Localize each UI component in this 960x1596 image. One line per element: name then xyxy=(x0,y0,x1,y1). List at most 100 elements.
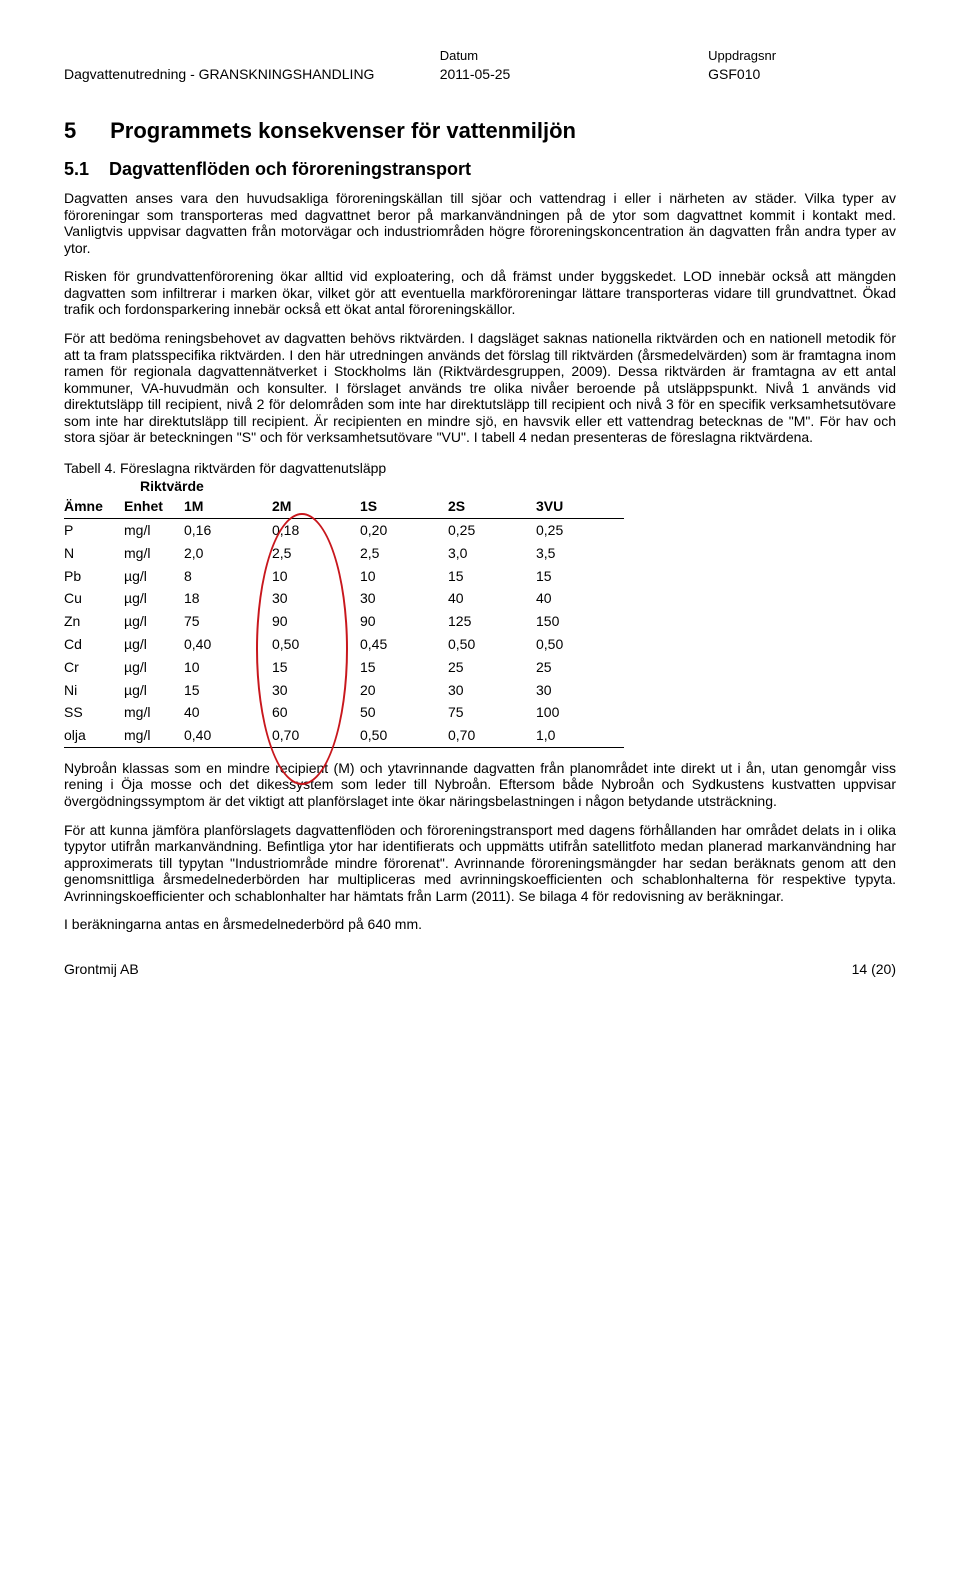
table-row: Znµg/l759090125150 xyxy=(64,610,624,633)
table-cell: 75 xyxy=(448,701,536,724)
table-cell: mg/l xyxy=(124,542,184,565)
table-cell: 10 xyxy=(272,565,360,588)
table-cell: 90 xyxy=(272,610,360,633)
table-row: oljamg/l0,400,700,500,701,0 xyxy=(64,724,624,747)
table-header-cell: 3VU xyxy=(536,495,624,518)
table-cell: 2,5 xyxy=(272,542,360,565)
table-row: Crµg/l1015152525 xyxy=(64,656,624,679)
table-cell: µg/l xyxy=(124,587,184,610)
table-row: Pbµg/l810101515 xyxy=(64,565,624,588)
table-cell: 15 xyxy=(536,565,624,588)
table-cell: 15 xyxy=(272,656,360,679)
table-cell: 0,16 xyxy=(184,518,272,541)
table-header-cell: Enhet xyxy=(124,495,184,518)
table-cell: 0,50 xyxy=(360,724,448,747)
table-cell: SS xyxy=(64,701,124,724)
table-cell: 0,40 xyxy=(184,724,272,747)
table-cell: 30 xyxy=(360,587,448,610)
table-cell: Zn xyxy=(64,610,124,633)
paragraph: För att bedöma reningsbehovet av dagvatt… xyxy=(64,330,896,446)
table-cell: 100 xyxy=(536,701,624,724)
table-cell: 15 xyxy=(360,656,448,679)
table-header-cell: 1M xyxy=(184,495,272,518)
table-cell: 18 xyxy=(184,587,272,610)
table-cell: 25 xyxy=(448,656,536,679)
table-cell: 0,25 xyxy=(536,518,624,541)
table-cell: 10 xyxy=(184,656,272,679)
table-cell: Pb xyxy=(64,565,124,588)
doc-project: GSF010 xyxy=(708,66,896,83)
table-cell: 15 xyxy=(184,679,272,702)
table-cell: 0,18 xyxy=(272,518,360,541)
doc-title: Dagvattenutredning - GRANSKNINGSHANDLING xyxy=(64,66,440,83)
table-cell: 1,0 xyxy=(536,724,624,747)
table-cell: µg/l xyxy=(124,565,184,588)
table-row: Cdµg/l0,400,500,450,500,50 xyxy=(64,633,624,656)
table-cell: 75 xyxy=(184,610,272,633)
table-cell: 0,25 xyxy=(448,518,536,541)
table-cell: 0,50 xyxy=(272,633,360,656)
doc-date: 2011-05-25 xyxy=(440,66,708,83)
riktvarden-table: ÄmneEnhet1M2M1S2S3VU Pmg/l0,160,180,200,… xyxy=(64,495,624,748)
project-label: Uppdragsnr xyxy=(708,48,896,64)
table-cell: 0,40 xyxy=(184,633,272,656)
table-supheader: Riktvärde xyxy=(140,478,896,495)
page-header-labels: Datum Uppdragsnr xyxy=(64,48,896,64)
paragraph: Risken för grundvattenförorening ökar al… xyxy=(64,268,896,318)
table-wrap: ÄmneEnhet1M2M1S2S3VU Pmg/l0,160,180,200,… xyxy=(64,495,684,748)
table-cell: 60 xyxy=(272,701,360,724)
table-row: Cuµg/l1830304040 xyxy=(64,587,624,610)
table-cell: µg/l xyxy=(124,633,184,656)
subsection-heading: 5.1 Dagvattenflöden och föroreningstrans… xyxy=(64,159,896,181)
table-row: Pmg/l0,160,180,200,250,25 xyxy=(64,518,624,541)
subsection-number: 5.1 xyxy=(64,159,104,181)
table-cell: mg/l xyxy=(124,724,184,747)
table-cell: Cu xyxy=(64,587,124,610)
table-cell: mg/l xyxy=(124,701,184,724)
table-cell: 15 xyxy=(448,565,536,588)
table-cell: 50 xyxy=(360,701,448,724)
table-cell: Cr xyxy=(64,656,124,679)
section-title: Programmets konsekvenser för vattenmiljö… xyxy=(110,118,576,143)
table-header-cell: 2M xyxy=(272,495,360,518)
table-cell: 0,70 xyxy=(272,724,360,747)
table-header-cell: Ämne xyxy=(64,495,124,518)
table-cell: P xyxy=(64,518,124,541)
table-cell: 30 xyxy=(448,679,536,702)
table-cell: mg/l xyxy=(124,518,184,541)
table-cell: µg/l xyxy=(124,679,184,702)
table-cell: 3,5 xyxy=(536,542,624,565)
table-cell: 40 xyxy=(448,587,536,610)
table-cell: olja xyxy=(64,724,124,747)
table-cell: 20 xyxy=(360,679,448,702)
table-cell: Ni xyxy=(64,679,124,702)
paragraph: Dagvatten anses vara den huvudsakliga fö… xyxy=(64,190,896,256)
table-cell: 2,0 xyxy=(184,542,272,565)
table-cell: 125 xyxy=(448,610,536,633)
table-header-cell: 2S xyxy=(448,495,536,518)
table-caption: Tabell 4. Föreslagna riktvärden för dagv… xyxy=(64,460,896,477)
footer-page: 14 (20) xyxy=(852,961,896,978)
table-cell: 0,20 xyxy=(360,518,448,541)
page-footer: Grontmij AB 14 (20) xyxy=(64,961,896,978)
table-cell: 150 xyxy=(536,610,624,633)
table-cell: 8 xyxy=(184,565,272,588)
paragraph: Nybroån klassas som en mindre recipient … xyxy=(64,760,896,810)
table-cell: 0,45 xyxy=(360,633,448,656)
table-cell: 2,5 xyxy=(360,542,448,565)
table-cell: 0,50 xyxy=(448,633,536,656)
section-heading: 5 Programmets konsekvenser för vattenmil… xyxy=(64,118,896,144)
table-cell: 30 xyxy=(272,679,360,702)
table-cell: 0,70 xyxy=(448,724,536,747)
table-cell: Cd xyxy=(64,633,124,656)
table-cell: 30 xyxy=(536,679,624,702)
table-cell: N xyxy=(64,542,124,565)
table-row: Nmg/l2,02,52,53,03,5 xyxy=(64,542,624,565)
table-cell: 25 xyxy=(536,656,624,679)
table-cell: 3,0 xyxy=(448,542,536,565)
paragraph: För att kunna jämföra planförslagets dag… xyxy=(64,822,896,905)
table-cell: µg/l xyxy=(124,610,184,633)
table-cell: 30 xyxy=(272,587,360,610)
table-cell: 0,50 xyxy=(536,633,624,656)
subsection-title: Dagvattenflöden och föroreningstransport xyxy=(109,159,471,179)
